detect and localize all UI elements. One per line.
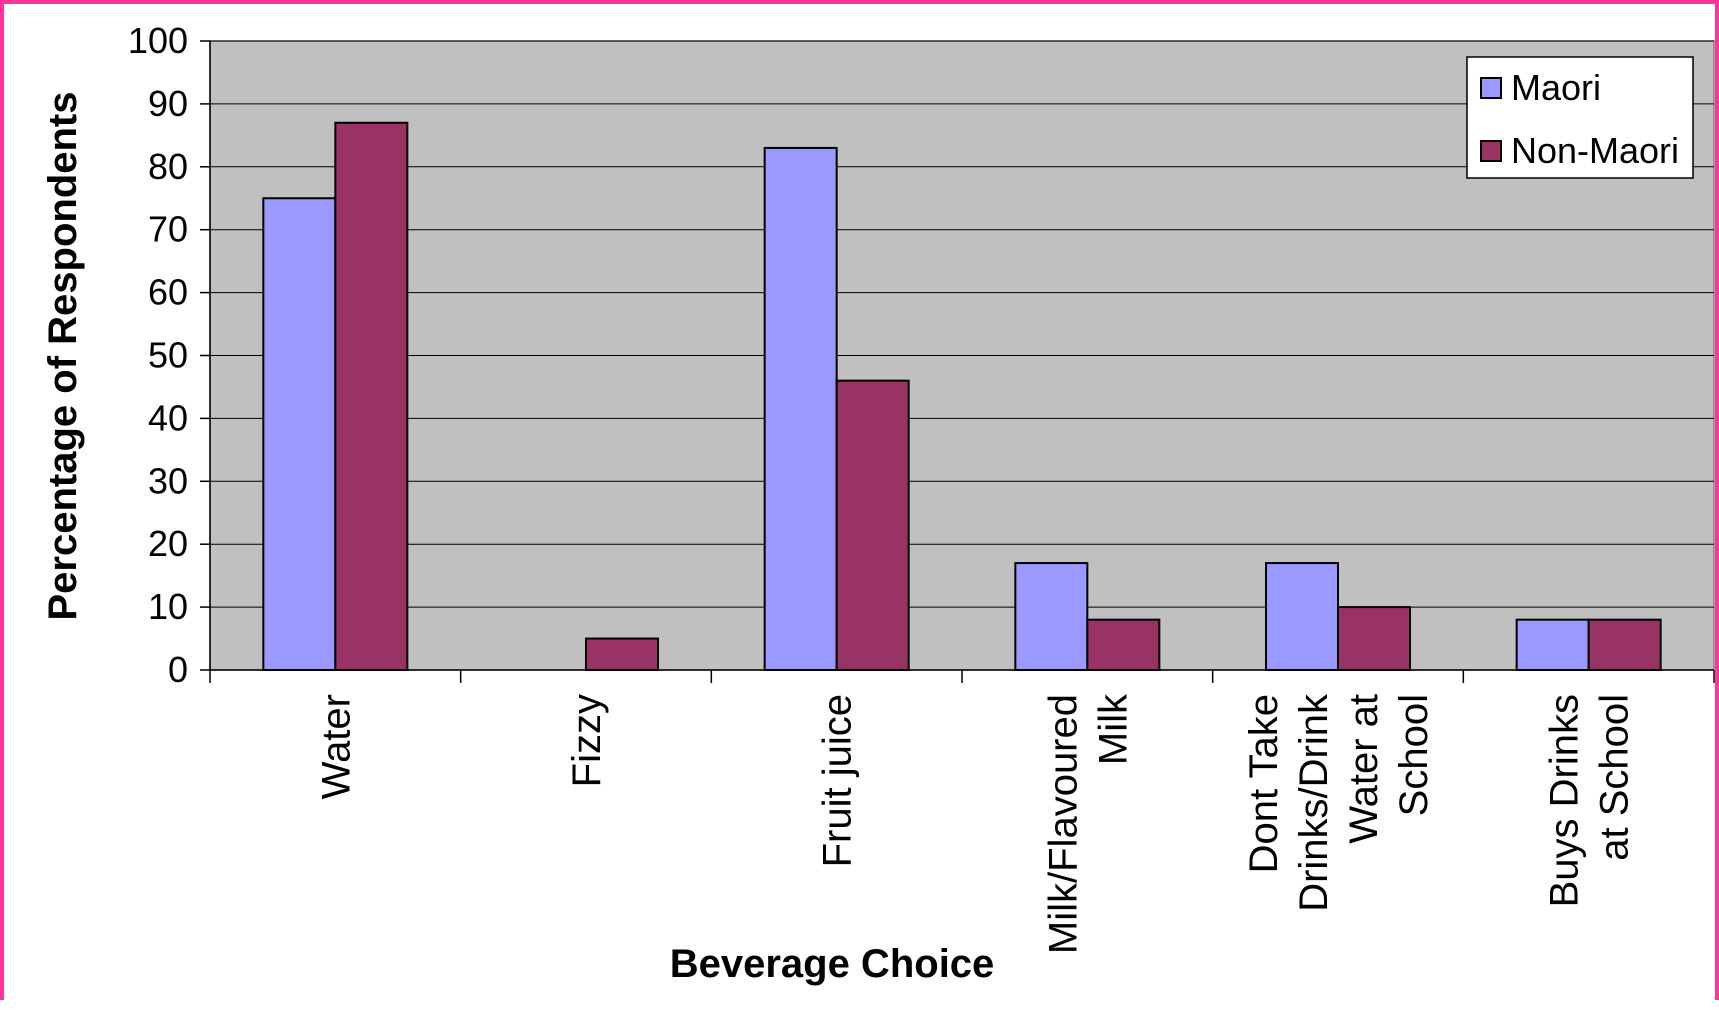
y-tick-label: 100 [128, 20, 188, 61]
x-tick-label: Drinks/Drink [1292, 693, 1336, 912]
x-tick-label: Fizzy [565, 694, 609, 787]
bar-maori-0 [262, 197, 337, 671]
legend-label: Maori [1511, 67, 1601, 108]
y-tick-label: 60 [148, 272, 188, 313]
bar-non-maori-2 [835, 379, 910, 671]
bar-chart: 0 10 20 30 40 50 60 70 80 90 100 Water Fizzy Fruit j… [41, 20, 1715, 986]
bar-non-maori-4 [1337, 606, 1411, 671]
y-tick-label: 40 [148, 397, 188, 438]
axes [200, 40, 1715, 683]
y-tick-label: 30 [148, 460, 188, 501]
x-tick-label: Milk [1091, 693, 1135, 765]
x-tick-label: Water [314, 694, 358, 799]
legend: Maori Non-Maori [1466, 56, 1694, 179]
legend-label: Non-Maori [1511, 130, 1679, 171]
y-tick-labels: 0 10 20 30 40 50 60 70 80 90 100 [128, 20, 188, 690]
x-tick-label: Dont Take [1242, 694, 1286, 873]
y-tick-label: 90 [148, 83, 188, 124]
x-tick-labels: Water Fizzy Fruit juice Milk/Flavoured Milk D… [314, 693, 1636, 954]
x-axis-label: Beverage Choice [670, 942, 995, 986]
y-tick-label: 70 [148, 209, 188, 250]
y-tick-label: 50 [148, 335, 188, 376]
gridlines [210, 40, 1714, 608]
legend-swatch [1480, 140, 1502, 162]
y-axis-label: Percentage of Respondents [41, 91, 85, 620]
bar-maori-3 [1014, 562, 1089, 672]
y-tick-label: 0 [168, 649, 188, 690]
bar-non-maori-5 [1587, 618, 1662, 671]
x-tick-label: Water at [1342, 694, 1386, 844]
y-tick-label: 20 [148, 523, 188, 564]
x-tick-label: School [1392, 694, 1436, 816]
bar-maori-5 [1515, 618, 1590, 671]
x-tick-label: Buys Drinks [1543, 694, 1587, 907]
bar-non-maori-1 [585, 637, 659, 671]
bar-maori-4 [1265, 562, 1339, 672]
bar-non-maori-0 [334, 121, 409, 671]
bar-maori-2 [763, 146, 838, 671]
y-tick-label: 80 [148, 146, 188, 187]
x-tick-label: at School [1593, 694, 1637, 861]
legend-box [1466, 56, 1694, 179]
x-tick-label: Milk/Flavoured [1041, 694, 1085, 954]
bar-non-maori-3 [1086, 618, 1161, 671]
y-tick-label: 10 [148, 586, 188, 627]
x-tick-label: Fruit juice [816, 694, 860, 867]
legend-swatch [1480, 77, 1502, 99]
